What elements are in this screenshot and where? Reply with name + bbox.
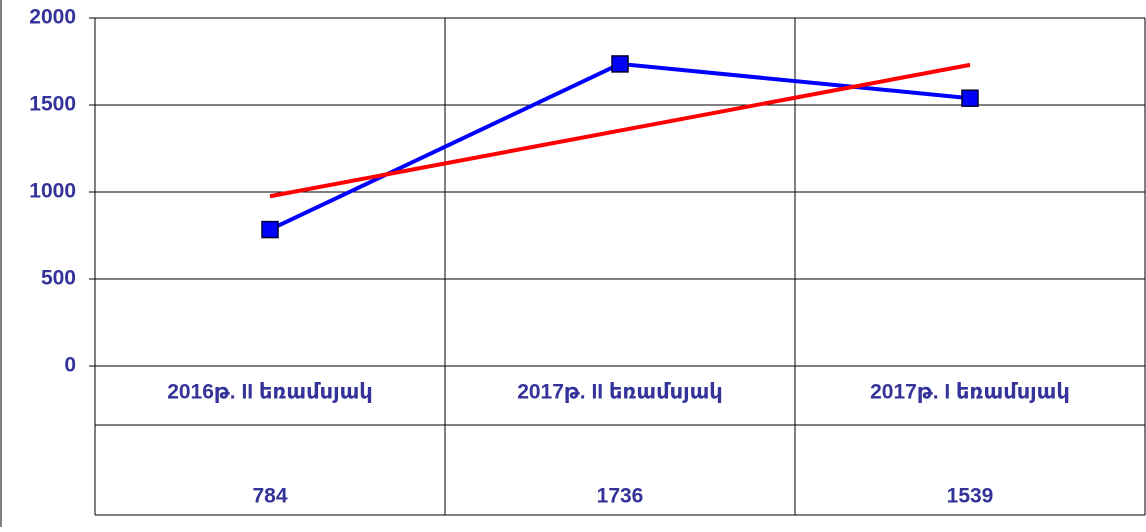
table-value: 1736	[597, 485, 644, 508]
x-tick-label: 2017թ. I եռամսյակ	[870, 381, 1070, 404]
marker	[961, 89, 979, 107]
y-tick-label: 1000	[29, 180, 76, 203]
y-tick-label: 0	[64, 354, 76, 377]
marker	[611, 55, 629, 73]
y-tick-label: 500	[41, 267, 76, 290]
trendline	[269, 62, 971, 199]
series-line	[269, 61, 971, 232]
marker	[261, 220, 279, 239]
y-tick-label: 1500	[29, 93, 76, 116]
x-tick-label: 2016թ. II եռամսյակ	[167, 381, 373, 404]
y-tick-label: 2000	[29, 6, 76, 29]
table-value: 1539	[947, 485, 994, 508]
x-tick-label: 2017թ. II եռամսյակ	[517, 381, 723, 404]
table-value: 784	[252, 485, 287, 508]
